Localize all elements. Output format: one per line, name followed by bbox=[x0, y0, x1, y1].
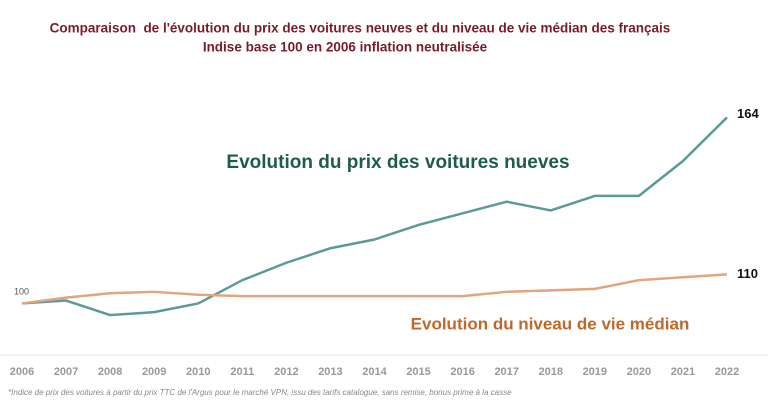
x-tick-label: 2009 bbox=[142, 366, 166, 378]
x-tick-label: 2011 bbox=[230, 366, 254, 378]
x-tick-label: 2007 bbox=[54, 366, 78, 378]
x-tick-label: 2017 bbox=[494, 366, 518, 378]
x-tick-label: 2010 bbox=[186, 366, 210, 378]
x-tick-label: 2013 bbox=[318, 366, 342, 378]
data-label: 164 bbox=[737, 106, 759, 121]
chart-subtitle: Indise base 100 en 2006 inflation neutra… bbox=[203, 40, 488, 55]
line bbox=[21, 273, 728, 305]
x-tick-label: 2021 bbox=[671, 366, 695, 378]
footnote: *Indice de prix des voitures à partir du… bbox=[8, 388, 512, 397]
x-tick-label: 2008 bbox=[98, 366, 122, 378]
data-label: 110 bbox=[737, 266, 758, 281]
x-tick-label: 2019 bbox=[583, 366, 607, 378]
chart-title: Comparaison de l'évolution du prix des v… bbox=[50, 21, 671, 36]
legend-label: Evolution du niveau de vie médian bbox=[411, 314, 690, 333]
line bbox=[21, 116, 728, 317]
x-tick-label: 2006 bbox=[10, 366, 34, 378]
x-tick-label: 2016 bbox=[450, 366, 474, 378]
x-tick-label: 2020 bbox=[627, 366, 651, 378]
x-tick-label: 2012 bbox=[274, 366, 298, 378]
x-tick-label: 2018 bbox=[539, 366, 563, 378]
x-tick-label: 2014 bbox=[362, 366, 387, 378]
data-label: 100 bbox=[14, 286, 29, 296]
x-tick-label: 2022 bbox=[715, 366, 739, 378]
x-tick-label: 2015 bbox=[406, 366, 430, 378]
legend-label: Evolution du prix des voitures nueves bbox=[226, 152, 569, 173]
